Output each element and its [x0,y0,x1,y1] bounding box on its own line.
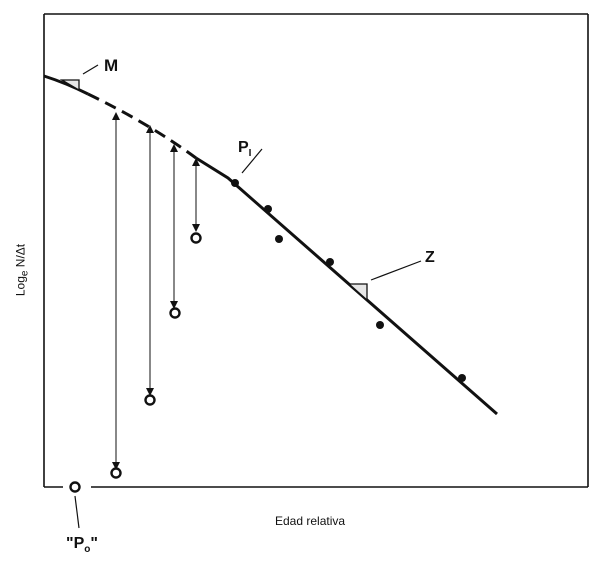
curve-solid-initial [43,74,89,96]
leader-M [82,64,99,75]
data-point [376,321,384,329]
leader-P1 [241,148,263,174]
plot-frame [43,13,589,488]
slope-triangle-Z [347,283,368,302]
data-point [458,374,466,382]
open-point [169,307,181,319]
y-axis-label: Loge N/Δt [13,243,31,297]
observed-points [231,179,466,382]
x-axis-label: Edad relativa [275,514,346,528]
data-point [264,205,272,213]
leader-Z [370,260,422,281]
label-P1: PI [238,139,252,160]
point-P0 [69,481,81,493]
slope-triangle-M [59,79,80,92]
open-point [144,394,156,406]
data-point [275,235,283,243]
label-M: M [104,56,119,75]
data-point [326,258,334,266]
open-points [69,232,202,493]
point-P1 [231,179,239,187]
curve-dashed-extrapolation [87,92,197,160]
recruitment-arrows [112,112,200,470]
open-point [190,232,202,244]
open-point [110,467,122,479]
leader-P0 [74,495,80,529]
label-Z: Z [425,249,435,266]
label-P0: "Po" [66,535,98,556]
catch-curve [43,74,498,416]
curve-solid-descending [195,156,498,416]
